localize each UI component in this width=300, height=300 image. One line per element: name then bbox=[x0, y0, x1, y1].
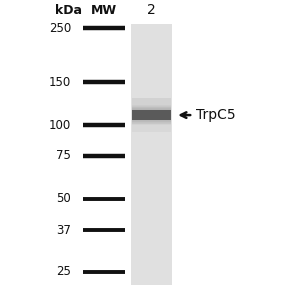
Text: MW: MW bbox=[91, 4, 117, 17]
Text: 250: 250 bbox=[49, 22, 71, 35]
Bar bbox=[132, 110, 171, 120]
Text: 100: 100 bbox=[49, 119, 71, 132]
Bar bbox=[132, 107, 171, 123]
Text: 150: 150 bbox=[49, 76, 71, 89]
Text: 2: 2 bbox=[147, 3, 156, 17]
Bar bbox=[132, 120, 171, 132]
Bar bbox=[132, 108, 171, 122]
Bar bbox=[131, 24, 172, 285]
Text: TrpC5: TrpC5 bbox=[196, 108, 236, 122]
Text: 25: 25 bbox=[56, 266, 71, 278]
Bar bbox=[132, 109, 171, 122]
Text: 37: 37 bbox=[56, 224, 71, 237]
Bar bbox=[132, 110, 171, 120]
Bar bbox=[132, 106, 171, 124]
Bar bbox=[132, 105, 171, 125]
Bar bbox=[132, 109, 171, 121]
Text: 75: 75 bbox=[56, 149, 71, 162]
Text: 50: 50 bbox=[56, 192, 71, 205]
Text: kDa: kDa bbox=[55, 4, 82, 17]
Bar bbox=[132, 98, 171, 110]
Bar bbox=[132, 106, 171, 124]
